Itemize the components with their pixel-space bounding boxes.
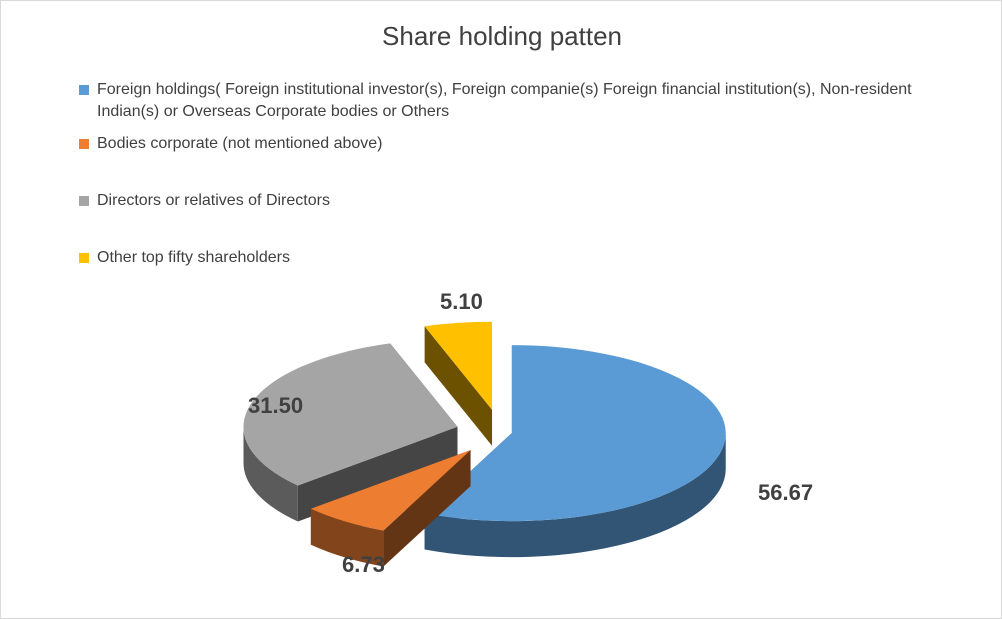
pie-side-bodies-corporate: [310, 508, 384, 567]
chart-title: Share holding patten: [382, 21, 622, 51]
data-label-foreign-holdings: 56.67: [758, 480, 813, 505]
legend-entry-foreign-holdings: Foreign holdings( Foreign institutional …: [79, 79, 959, 123]
data-label-bodies-corporate: 6.73: [342, 552, 385, 577]
legend-label-foreign-holdings: Foreign holdings( Foreign institutional …: [97, 81, 912, 120]
legend-label-other-top-fifty: Other top fifty shareholders: [97, 249, 290, 266]
legend-entry-directors: Directors or relatives of Directors: [79, 190, 959, 212]
data-label-other-top-fifty: 5.10: [440, 289, 483, 314]
legend-swatch-bodies-corporate: [79, 139, 89, 149]
legend-swatch-other-top-fifty: [79, 253, 89, 263]
legend-entry-other-top-fifty: Other top fifty shareholders: [79, 247, 959, 269]
data-label-directors: 31.50: [248, 393, 303, 418]
legend-entry-bodies-corporate: Bodies corporate (not mentioned above): [79, 133, 959, 155]
pie-slice-foreign-holdings: [424, 345, 726, 558]
chart-legend: Foreign holdings( Foreign institutional …: [79, 79, 959, 269]
pie-top-other-top-fifty: [424, 321, 493, 410]
pie-top-directors: [243, 343, 458, 486]
legend-label-directors: Directors or relatives of Directors: [97, 192, 330, 209]
pie-wall-other-top-fifty-0: [424, 326, 493, 446]
pie-top-bodies-corporate: [310, 450, 471, 531]
pie-wall-directors-0: [297, 426, 458, 522]
legend-swatch-directors: [79, 196, 89, 206]
pie-slice-other-top-fifty: [424, 321, 493, 446]
legend-label-bodies-corporate: Bodies corporate (not mentioned above): [97, 135, 383, 152]
pie-side-directors: [243, 426, 298, 522]
pie-top-foreign-holdings: [424, 345, 726, 522]
pie-side-foreign-holdings: [424, 433, 726, 558]
pie-slice-directors: [243, 343, 458, 522]
legend-swatch-foreign-holdings: [79, 85, 89, 95]
pie-slice-bodies-corporate: [310, 450, 471, 567]
